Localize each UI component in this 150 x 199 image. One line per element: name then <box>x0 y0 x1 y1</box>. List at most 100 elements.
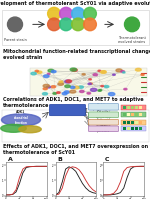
Text: MET7: MET7 <box>26 127 34 131</box>
FancyBboxPatch shape <box>127 121 130 124</box>
Ellipse shape <box>72 18 84 31</box>
Ellipse shape <box>60 7 72 20</box>
Ellipse shape <box>80 90 84 93</box>
FancyBboxPatch shape <box>139 113 142 116</box>
Text: ADK1: ADK1 <box>16 110 26 114</box>
Text: TCA cycle /
Amino acid: TCA cycle / Amino acid <box>96 110 111 119</box>
Text: Mitochondrial
function: Mitochondrial function <box>57 106 78 114</box>
Ellipse shape <box>141 74 144 75</box>
FancyBboxPatch shape <box>131 106 134 109</box>
Ellipse shape <box>70 90 76 93</box>
FancyBboxPatch shape <box>121 105 146 110</box>
Ellipse shape <box>51 86 56 88</box>
FancyBboxPatch shape <box>123 127 126 130</box>
Ellipse shape <box>51 70 56 73</box>
FancyBboxPatch shape <box>88 112 119 118</box>
Ellipse shape <box>124 17 140 32</box>
FancyBboxPatch shape <box>135 121 138 124</box>
Ellipse shape <box>48 69 54 72</box>
Ellipse shape <box>100 71 106 73</box>
Text: Thermotolerant
evolved strains: Thermotolerant evolved strains <box>118 36 146 44</box>
Ellipse shape <box>31 72 36 75</box>
Ellipse shape <box>72 7 84 20</box>
FancyBboxPatch shape <box>88 103 119 110</box>
FancyBboxPatch shape <box>123 113 126 116</box>
Ellipse shape <box>123 72 125 73</box>
Ellipse shape <box>70 68 77 71</box>
Circle shape <box>2 114 40 126</box>
FancyBboxPatch shape <box>50 104 86 116</box>
Ellipse shape <box>108 93 115 96</box>
Text: Other
processes: Other processes <box>97 125 110 133</box>
Text: Effects of ADK1, DOC1, and MET7 overexpression on the
thermotolerance of ScY01: Effects of ADK1, DOC1, and MET7 overexpr… <box>3 144 150 155</box>
Ellipse shape <box>58 83 63 85</box>
Text: B: B <box>57 157 62 162</box>
Text: Correlations of ADK1, DOC1, and MET7 to adaptive
thermotolerance: Correlations of ADK1, DOC1, and MET7 to … <box>3 97 144 108</box>
Text: Fatty acid
metabolism: Fatty acid metabolism <box>96 118 111 127</box>
FancyBboxPatch shape <box>127 106 130 109</box>
Ellipse shape <box>104 86 109 88</box>
Ellipse shape <box>78 86 83 88</box>
FancyBboxPatch shape <box>135 106 138 109</box>
FancyBboxPatch shape <box>123 106 126 109</box>
Text: Development of thermotolerant ScY01 via adaptive evolution: Development of thermotolerant ScY01 via … <box>0 1 150 6</box>
Ellipse shape <box>82 74 85 75</box>
Ellipse shape <box>98 90 101 91</box>
Text: Parent strain: Parent strain <box>4 38 26 42</box>
Ellipse shape <box>90 88 97 91</box>
Ellipse shape <box>72 69 77 71</box>
Ellipse shape <box>59 81 63 83</box>
Ellipse shape <box>87 92 91 94</box>
Ellipse shape <box>93 74 98 76</box>
FancyBboxPatch shape <box>135 127 138 130</box>
Ellipse shape <box>57 92 60 94</box>
Ellipse shape <box>73 86 79 89</box>
FancyBboxPatch shape <box>131 127 134 130</box>
Ellipse shape <box>116 69 122 72</box>
Ellipse shape <box>66 80 72 83</box>
FancyBboxPatch shape <box>121 126 146 131</box>
Text: Oxidative
phosphorylation: Oxidative phosphorylation <box>93 102 114 111</box>
Ellipse shape <box>47 73 50 75</box>
FancyBboxPatch shape <box>121 120 146 125</box>
Ellipse shape <box>90 83 92 84</box>
Ellipse shape <box>89 79 91 80</box>
FancyBboxPatch shape <box>139 106 142 109</box>
Ellipse shape <box>65 85 70 88</box>
FancyBboxPatch shape <box>88 119 119 125</box>
Text: Mitochondrial function-related transcriptional changes in the
evolved strain: Mitochondrial function-related transcrip… <box>3 49 150 60</box>
Ellipse shape <box>48 7 60 20</box>
Text: C: C <box>105 157 110 162</box>
Ellipse shape <box>70 86 75 89</box>
Ellipse shape <box>46 86 50 88</box>
Ellipse shape <box>101 85 104 87</box>
Text: A: A <box>8 157 12 162</box>
Ellipse shape <box>48 18 60 31</box>
Ellipse shape <box>62 93 67 95</box>
Text: DOC1: DOC1 <box>9 126 18 130</box>
Ellipse shape <box>35 70 39 72</box>
Ellipse shape <box>98 70 101 71</box>
FancyBboxPatch shape <box>135 113 138 116</box>
FancyBboxPatch shape <box>139 127 142 130</box>
Ellipse shape <box>99 90 102 91</box>
Ellipse shape <box>135 68 141 71</box>
FancyBboxPatch shape <box>127 127 130 130</box>
Ellipse shape <box>121 71 124 72</box>
FancyBboxPatch shape <box>88 126 119 132</box>
Ellipse shape <box>8 17 22 32</box>
Ellipse shape <box>53 93 57 94</box>
FancyBboxPatch shape <box>131 113 134 116</box>
Ellipse shape <box>88 83 91 85</box>
Ellipse shape <box>42 93 48 95</box>
FancyBboxPatch shape <box>139 121 142 124</box>
Y-axis label: OD600: OD600 <box>0 174 1 183</box>
Ellipse shape <box>102 71 106 73</box>
Ellipse shape <box>124 88 127 90</box>
Ellipse shape <box>60 18 72 31</box>
Ellipse shape <box>112 74 115 75</box>
FancyBboxPatch shape <box>30 68 147 96</box>
Ellipse shape <box>44 75 49 78</box>
Ellipse shape <box>65 80 71 83</box>
Circle shape <box>1 124 26 132</box>
